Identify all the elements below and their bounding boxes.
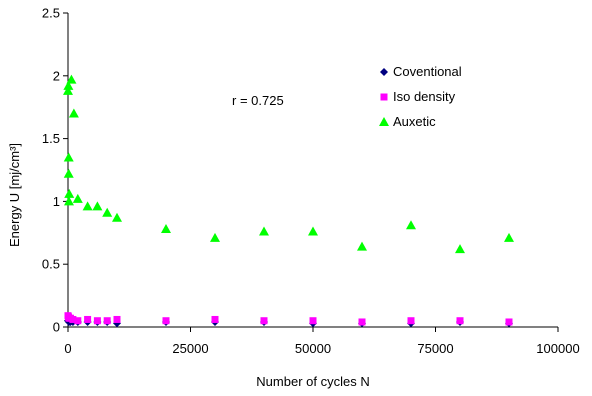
- legend-marker: [379, 117, 389, 126]
- data-point: [456, 317, 464, 325]
- y-tick-label: 1.5: [42, 131, 60, 146]
- data-point: [103, 317, 111, 325]
- x-tick-label: 0: [64, 341, 71, 356]
- data-point: [64, 188, 75, 198]
- y-tick-label: 2: [53, 68, 60, 83]
- series-coventional: [64, 316, 513, 328]
- data-point: [92, 201, 103, 211]
- correlation-annotation: r = 0.725: [232, 93, 284, 108]
- data-point: [358, 318, 366, 326]
- data-point: [455, 244, 465, 254]
- data-point: [357, 241, 367, 251]
- data-point: [63, 152, 74, 162]
- legend-marker: [380, 93, 388, 101]
- data-point: [259, 226, 269, 236]
- legend-label: Auxetic: [393, 114, 436, 129]
- data-point: [63, 168, 74, 178]
- x-tick-label: 50000: [295, 341, 331, 356]
- data-point: [505, 318, 513, 326]
- data-point: [68, 108, 79, 118]
- y-tick-label: 2.5: [42, 6, 60, 21]
- data-point: [74, 317, 82, 325]
- data-point: [112, 212, 122, 222]
- data-point: [102, 207, 113, 217]
- data-point: [93, 317, 101, 325]
- data-point: [63, 196, 74, 206]
- y-tick-label: 0: [53, 320, 60, 335]
- series-auxetic: [63, 74, 514, 254]
- data-point: [211, 315, 219, 323]
- legend-label: Coventional: [393, 64, 462, 79]
- data-point: [504, 232, 514, 242]
- data-point: [210, 232, 220, 242]
- data-point: [63, 80, 74, 90]
- y-axis-title: Energy U [mj/cm³]: [7, 143, 22, 247]
- x-tick-label: 75000: [417, 341, 453, 356]
- data-point: [84, 315, 92, 323]
- legend-label: Iso density: [393, 89, 456, 104]
- x-axis: 0 25000 50000 75000 100000: [64, 326, 580, 356]
- legend: Coventional Iso density Auxetic: [379, 64, 462, 129]
- data-point: [63, 85, 73, 95]
- data-point: [113, 315, 121, 323]
- data-point: [82, 201, 93, 211]
- data-point: [72, 193, 83, 203]
- data-point: [406, 220, 416, 230]
- data-point: [162, 317, 170, 325]
- x-tick-label: 100000: [536, 341, 579, 356]
- y-tick-label: 1: [53, 194, 60, 209]
- data-point: [308, 226, 318, 236]
- data-marks: [63, 74, 514, 328]
- data-point: [161, 224, 171, 234]
- legend-marker: [380, 68, 388, 76]
- data-point: [309, 317, 317, 325]
- y-tick-label: 0.5: [42, 257, 60, 272]
- series-iso-density: [64, 312, 513, 326]
- data-point: [407, 317, 415, 325]
- data-point: [66, 74, 77, 84]
- x-axis-title: Number of cycles N: [256, 374, 369, 389]
- data-point: [69, 315, 77, 323]
- x-tick-label: 25000: [172, 341, 208, 356]
- data-point: [260, 317, 268, 325]
- y-axis: 0 0.5 1 1.5 2 2.5: [42, 6, 69, 335]
